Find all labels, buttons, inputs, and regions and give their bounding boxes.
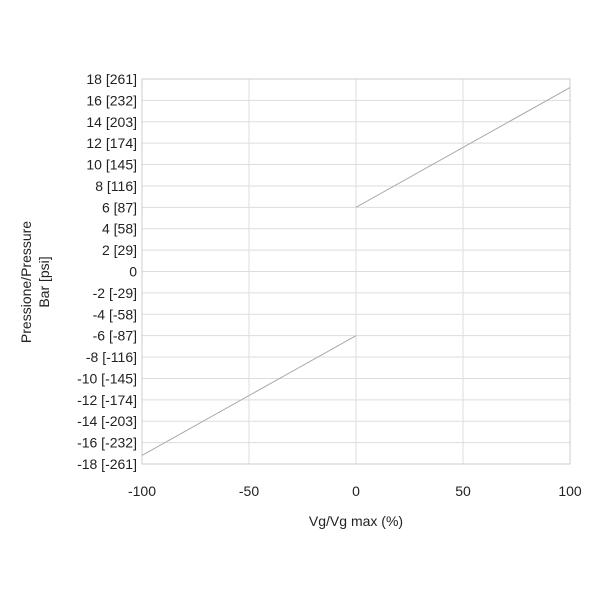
y-tick-label: 18 [261] (86, 71, 137, 87)
series-layer (141, 87, 571, 456)
x-tick-label: -100 (128, 483, 156, 499)
y-tick-label: 2 [29] (102, 242, 137, 258)
x-tick-label: -50 (239, 483, 259, 499)
y-tick-label: -18 [-261] (77, 456, 137, 472)
y-tick-label: -8 [-116] (86, 349, 137, 365)
x-tick-label: 0 (352, 483, 360, 499)
x-tick-labels: -100 -50 0 50 100 (128, 483, 582, 499)
x-axis-title: Vg/Vg max (%) (309, 513, 403, 529)
x-tick-label: 50 (455, 483, 471, 499)
series-line-negative (141, 335, 357, 456)
y-tick-label: 0 (129, 264, 137, 280)
y-tick-label: 10 [145] (86, 157, 137, 173)
x-tick-label: 100 (558, 483, 582, 499)
y-tick-label: 12 [174] (86, 135, 137, 151)
y-tick-label: -10 [-145] (77, 370, 137, 386)
plot-frame (141, 78, 571, 465)
y-tick-labels: 18 [261] 16 [232] 14 [203] 12 [174] 10 [145]… (77, 71, 137, 472)
y-tick-label: -12 [-174] (77, 392, 137, 408)
y-tick-label: 14 [203] (86, 114, 137, 130)
y-axis-title-line-2: Bar [psi] (36, 256, 52, 307)
y-tick-label: -2 [-29] (93, 285, 137, 301)
y-tick-label: 16 [232] (86, 92, 137, 108)
y-tick-label: 8 [116] (95, 178, 137, 194)
y-tick-label: -6 [-87] (93, 328, 137, 344)
y-tick-label: -16 [-232] (77, 435, 137, 451)
series-line-positive (355, 87, 571, 208)
grid (141, 78, 571, 465)
y-axis-title-line-1: Pressione/Pressure (18, 221, 34, 343)
y-axis-title: Pressione/Pressure Bar [psi] (18, 221, 52, 343)
y-tick-label: -14 [-203] (77, 413, 137, 429)
y-tick-label: 4 [58] (102, 221, 137, 237)
y-tick-label: 6 [87] (102, 199, 137, 215)
y-tick-label: -4 [-58] (93, 306, 137, 322)
